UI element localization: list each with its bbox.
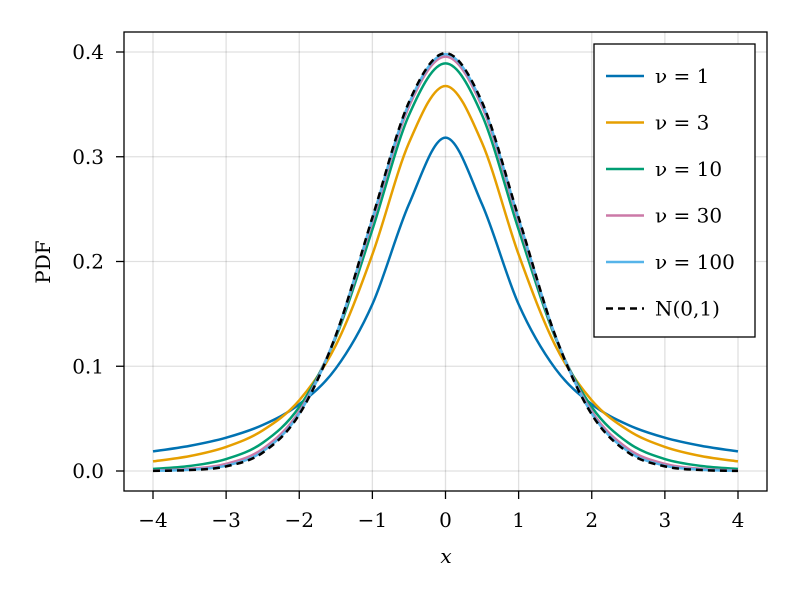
series-line-0 (152, 136, 739, 453)
legend-label-2: ν = 10 (655, 157, 722, 181)
x-tick-label: −1 (358, 508, 387, 532)
y-axis-label: PDF (31, 240, 55, 283)
legend-label-0: ν = 1 (655, 64, 709, 88)
x-tick-label: −3 (211, 508, 240, 532)
y-tick-label: 0.4 (72, 40, 104, 64)
legend-label-3: ν = 30 (655, 204, 722, 228)
legend-label-5: N(0,1) (655, 297, 720, 321)
x-tick-label: −2 (285, 508, 314, 532)
x-tick-label: 4 (732, 508, 745, 532)
series-lines (152, 51, 739, 473)
legend-label-4: ν = 100 (655, 250, 735, 274)
series-line-1 (152, 84, 739, 463)
y-tick-label: 0.1 (72, 354, 104, 378)
legend-label-1: ν = 3 (655, 111, 709, 135)
legend: ν = 1 ν = 3 ν = 10 ν = 30 ν = 100 N(0,1) (593, 43, 756, 338)
series-line-5 (152, 51, 739, 473)
x-tick-label: 0 (439, 508, 452, 532)
x-tick-label: 2 (585, 508, 598, 532)
series-line-2 (152, 62, 739, 471)
axes: −4 −3 −2 −1 0 1 2 3 4 0.0 0.1 0.2 0.3 0.4 (72, 40, 744, 532)
x-axis-label: x (440, 544, 451, 568)
legend-box (593, 43, 756, 338)
series-line-3 (152, 55, 739, 472)
x-tick-label: 1 (512, 508, 525, 532)
x-tick-label: −4 (138, 508, 167, 532)
y-tick-label: 0.2 (72, 250, 104, 274)
y-tick-label: 0.3 (72, 145, 104, 169)
x-tick-label: 3 (659, 508, 672, 532)
y-tick-label: 0.0 (72, 459, 104, 483)
